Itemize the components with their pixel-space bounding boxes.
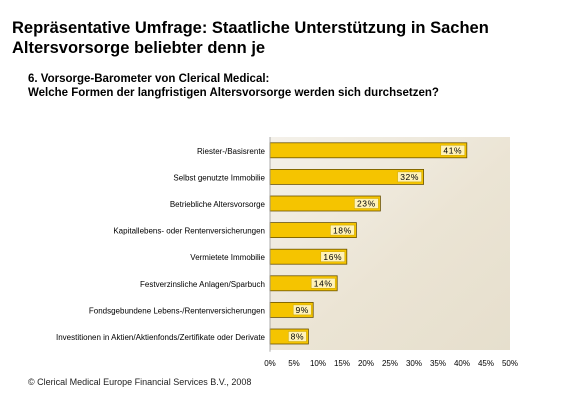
title-line-2: Altersvorsorge beliebter denn je: [12, 39, 266, 57]
x-tick-label: 40%: [454, 359, 470, 368]
x-tick-label: 25%: [382, 359, 398, 368]
plot-background: [270, 137, 510, 350]
x-tick-label: 50%: [502, 359, 518, 368]
x-tick-label: 5%: [288, 359, 300, 368]
bars-layer: 41% 32% 23% 18% 16% 14% 9% 8%: [269, 142, 468, 345]
x-tick-label: 30%: [406, 359, 422, 368]
copyright-footer: © Clerical Medical Europe Financial Serv…: [28, 377, 252, 387]
category-label: Kapitallebens- oder Rentenversicherungen: [113, 227, 265, 236]
category-label: Riester-/Basisrente: [197, 147, 266, 156]
data-label: 8%: [291, 332, 305, 342]
category-label: Festverzinsliche Anlagen/Sparbuch: [140, 280, 265, 289]
x-tick-label: 35%: [430, 359, 446, 368]
data-label: 18%: [333, 225, 352, 235]
data-label: 16%: [323, 252, 342, 262]
data-label-box: [310, 278, 336, 289]
subtitle-line-1: 6. Vorsorge-Barometer von Clerical Medic…: [28, 73, 270, 85]
chart-subtitle: 6. Vorsorge-Barometer von Clerical Medic…: [28, 72, 568, 100]
data-label-box: [292, 304, 312, 316]
x-tick-label: 20%: [358, 359, 374, 368]
data-label: 23%: [357, 199, 376, 209]
x-axis: 0% 5% 10% 15% 20% 25% 30% 35% 40% 45% 50%: [264, 137, 518, 368]
data-label: 14%: [314, 279, 333, 289]
data-label: 32%: [400, 172, 419, 182]
x-tick-label: 0%: [264, 359, 276, 368]
subtitle-line-2: Welche Formen der langfristigen Altersvo…: [28, 87, 439, 99]
category-labels: Riester-/Basisrente Selbst genutzte Immob…: [56, 147, 266, 342]
data-label-box: [354, 198, 379, 209]
data-label-box: [397, 171, 422, 183]
category-label: Betriebliche Altersvorsorge: [170, 200, 266, 209]
data-label-box: [320, 251, 346, 262]
data-label: 9%: [295, 305, 309, 315]
title-line-1: Repräsentative Umfrage: Staatliche Unter…: [12, 19, 489, 37]
bar: [269, 142, 468, 159]
x-tick-label: 45%: [478, 359, 494, 368]
category-label: Fondsgebundene Lebens-/Rentenversicherun…: [89, 306, 265, 315]
x-tick-label: 15%: [334, 359, 350, 368]
category-label: Vermietete Immobilie: [190, 253, 265, 262]
data-label-box: [440, 145, 466, 156]
data-label-box: [330, 224, 355, 236]
x-tick-label: 10%: [310, 359, 326, 368]
data-label: 41%: [443, 146, 462, 156]
category-label: Investitionen in Aktien/Aktienfonds/Zert…: [56, 333, 266, 342]
data-label-box: [288, 331, 307, 342]
chart-title: Repräsentative Umfrage: Staatliche Unter…: [12, 18, 568, 58]
category-label: Selbst genutzte Immobilie: [173, 173, 265, 182]
